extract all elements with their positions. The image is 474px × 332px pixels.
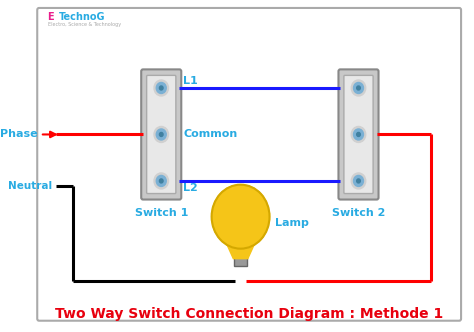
Circle shape — [211, 185, 270, 249]
FancyBboxPatch shape — [344, 75, 373, 194]
Circle shape — [154, 126, 168, 142]
Circle shape — [357, 132, 360, 136]
Text: TechnoG: TechnoG — [59, 12, 106, 22]
FancyBboxPatch shape — [37, 8, 461, 321]
Text: Common: Common — [183, 129, 237, 139]
Circle shape — [354, 82, 364, 94]
Text: Lamp: Lamp — [275, 218, 309, 228]
FancyBboxPatch shape — [141, 69, 181, 200]
Text: Phase: Phase — [0, 129, 38, 139]
FancyBboxPatch shape — [338, 69, 379, 200]
Circle shape — [159, 86, 163, 90]
Text: Switch 2: Switch 2 — [332, 208, 385, 217]
Circle shape — [156, 175, 166, 187]
Text: L2: L2 — [183, 183, 198, 193]
Polygon shape — [224, 239, 257, 259]
Circle shape — [154, 173, 168, 189]
Circle shape — [351, 173, 366, 189]
Circle shape — [159, 132, 163, 136]
Text: Electro, Science & Technology: Electro, Science & Technology — [47, 22, 121, 27]
Circle shape — [156, 129, 166, 140]
Text: Neutral: Neutral — [8, 181, 52, 191]
Circle shape — [156, 82, 166, 94]
Text: Switch 1: Switch 1 — [135, 208, 188, 217]
Text: L1: L1 — [183, 76, 198, 86]
Circle shape — [357, 86, 360, 90]
Circle shape — [354, 175, 364, 187]
Text: E: E — [47, 12, 54, 22]
FancyBboxPatch shape — [146, 75, 176, 194]
Circle shape — [154, 80, 168, 96]
Circle shape — [351, 80, 366, 96]
Circle shape — [354, 129, 364, 140]
Circle shape — [357, 179, 360, 183]
Circle shape — [159, 179, 163, 183]
Bar — [234, 248, 247, 266]
Text: Two Way Switch Connection Diagram : Methode 1: Two Way Switch Connection Diagram : Meth… — [55, 307, 443, 321]
Circle shape — [351, 126, 366, 142]
